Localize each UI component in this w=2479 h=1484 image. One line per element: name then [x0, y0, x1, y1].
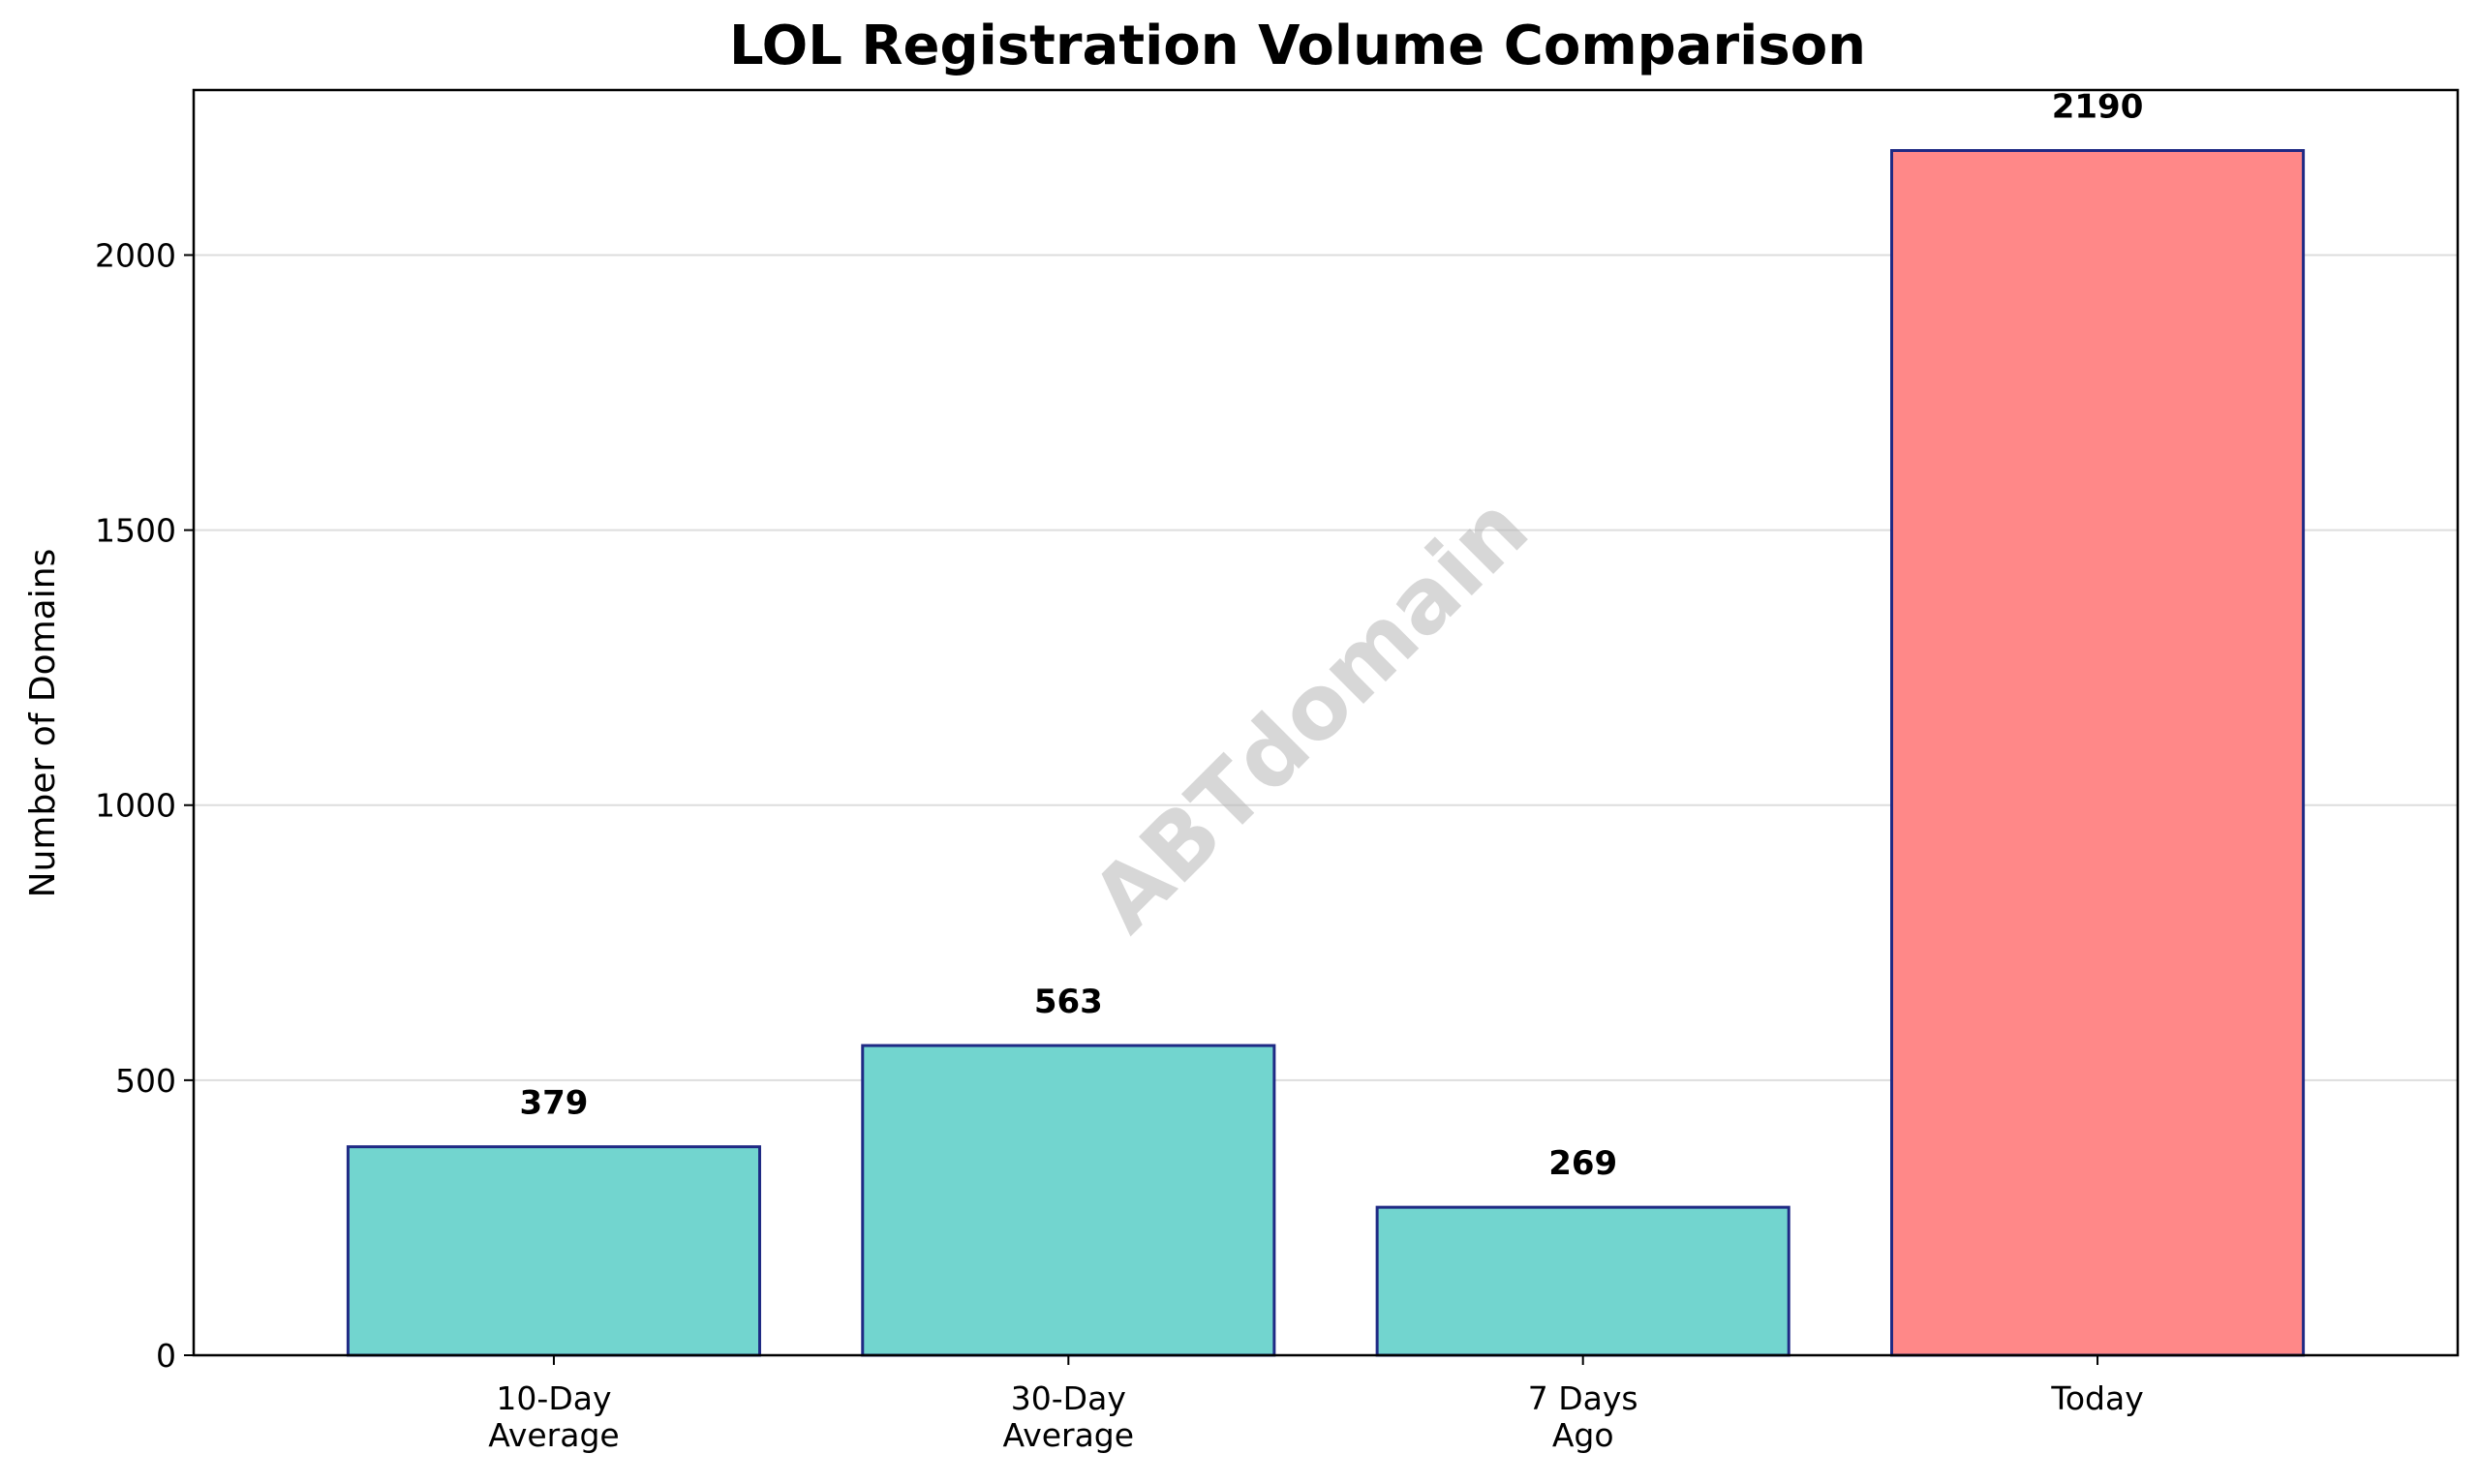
bar	[346, 1145, 761, 1357]
y-tick-label: 500	[115, 1062, 176, 1100]
x-tick-label: Ago	[1552, 1416, 1614, 1454]
chart-title: LOL Registration Volume Comparison	[729, 15, 1866, 77]
bar-value-label: 379	[519, 1084, 588, 1123]
plot-frame	[192, 88, 2460, 1357]
x-tick-label: 10-Day	[496, 1379, 611, 1417]
x-tick-label: 30-Day	[1011, 1379, 1126, 1417]
bar-value-label: 563	[1034, 983, 1103, 1021]
y-tick-label: 0	[156, 1337, 176, 1375]
y-tick-label: 1000	[95, 787, 176, 825]
x-tick-label: Today	[2050, 1379, 2143, 1417]
bar-value-label: 2190	[2052, 88, 2144, 127]
y-axis-label: Number of Domains	[23, 549, 63, 898]
watermark: ABTdomain	[1072, 476, 1548, 953]
bar-value-label: 269	[1548, 1144, 1617, 1183]
data-labels: 379 563 269 2190	[519, 88, 2143, 1184]
bar	[1890, 149, 2306, 1357]
x-tick-label: 7 Days	[1528, 1379, 1638, 1417]
x-tick-label: Average	[488, 1416, 620, 1454]
y-tick-label: 1500	[95, 512, 176, 550]
bar	[1375, 1205, 1790, 1357]
x-tick-label: Average	[1003, 1416, 1135, 1454]
bar	[861, 1044, 1276, 1357]
y-axis-ticks: 0 500 1000 1500 2000	[95, 236, 194, 1375]
y-tick-label: 2000	[95, 236, 176, 274]
